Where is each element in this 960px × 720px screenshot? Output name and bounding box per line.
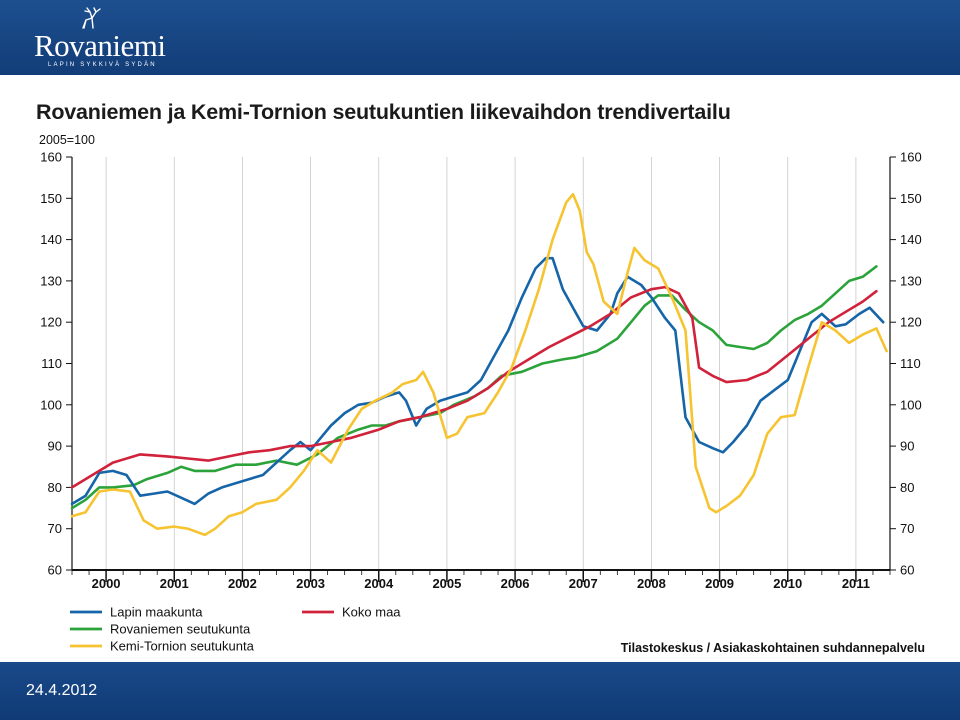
x-tick-label: 2009 [705,576,734,591]
x-tick-label: 2000 [92,576,121,591]
x-tick-label: 2007 [569,576,598,591]
x-tick-label: 2001 [160,576,189,591]
y-tick-label-right: 160 [900,150,922,165]
header-band [0,0,960,75]
y-tick-label-left: 140 [40,232,62,247]
x-tick-label: 2004 [364,576,394,591]
x-tick-label: 2011 [842,576,870,591]
y-tick-label-left: 100 [40,397,62,412]
y-tick-label-left: 110 [41,356,62,371]
series-line-3 [70,192,888,537]
x-tick-label: 2006 [501,576,530,591]
x-tick-label: 2008 [637,576,666,591]
logo-tagline: LAPIN SYKKIVÄ SYDÄN [48,62,157,68]
rovaniemi-logo: Rovaniemi LAPIN SYKKIVÄ SYDÄN [30,6,200,70]
y-tick-label-right: 100 [900,397,922,412]
legend-label-1: Koko maa [342,605,401,620]
logo-text: Rovaniemi [34,28,166,63]
y-tick-label-right: 90 [900,439,914,454]
y-tick-label-right: 80 [900,480,914,495]
legend-label-0: Lapin maakunta [110,605,203,620]
line-chart: 60 60 70 70 80 80 90 90 100 100 110 110 120 120 130 130… [39,133,925,655]
y-tick-label-right: 120 [900,315,922,330]
y-tick-label-left: 80 [48,480,62,495]
y-tick-label-right: 130 [900,273,922,288]
y-tick-label-right: 60 [900,563,914,578]
y-tick-label-left: 150 [40,191,62,206]
y-axis-label: 2005=100 [39,133,95,147]
y-tick-label-right: 150 [900,191,922,206]
y-tick-label-right: 110 [900,356,921,371]
y-tick-label-right: 140 [900,232,922,247]
x-tick-label: 2002 [228,576,257,591]
y-tick-label-right: 70 [900,521,914,536]
legend-label-2: Rovaniemen seutukunta [110,622,251,637]
y-tick-label-left: 90 [48,439,62,454]
chart-title: Rovaniemen ja Kemi-Tornion seutukuntien … [36,100,731,124]
chart-grid [105,157,857,570]
y-tick-label-left: 120 [40,315,62,330]
y-tick-label-left: 160 [40,150,62,165]
x-tick-label: 2003 [296,576,325,591]
chart-legend: Lapin maakunta Koko maa Rovaniemen seutuku… [70,605,401,654]
chart-source-note: Tilastokeskus / Asiakaskohtainen suhdann… [621,641,925,655]
legend-label-3: Kemi-Tornion seutukunta [110,639,255,654]
y-tick-label-left: 70 [48,521,62,536]
chart-axes: 60 60 70 70 80 80 90 90 100 100 110 110 120 120 130 130… [40,150,921,592]
footer-band [0,662,960,720]
chart-series [70,192,888,537]
x-tick-label: 2010 [773,576,802,591]
y-tick-label-left: 130 [40,273,62,288]
series-line-0 [70,256,885,506]
x-tick-label: 2005 [432,576,461,591]
reindeer-icon [82,7,101,29]
series-line-1 [70,285,878,489]
y-tick-label-left: 60 [48,563,62,578]
footer-date: 24.4.2012 [26,682,98,699]
